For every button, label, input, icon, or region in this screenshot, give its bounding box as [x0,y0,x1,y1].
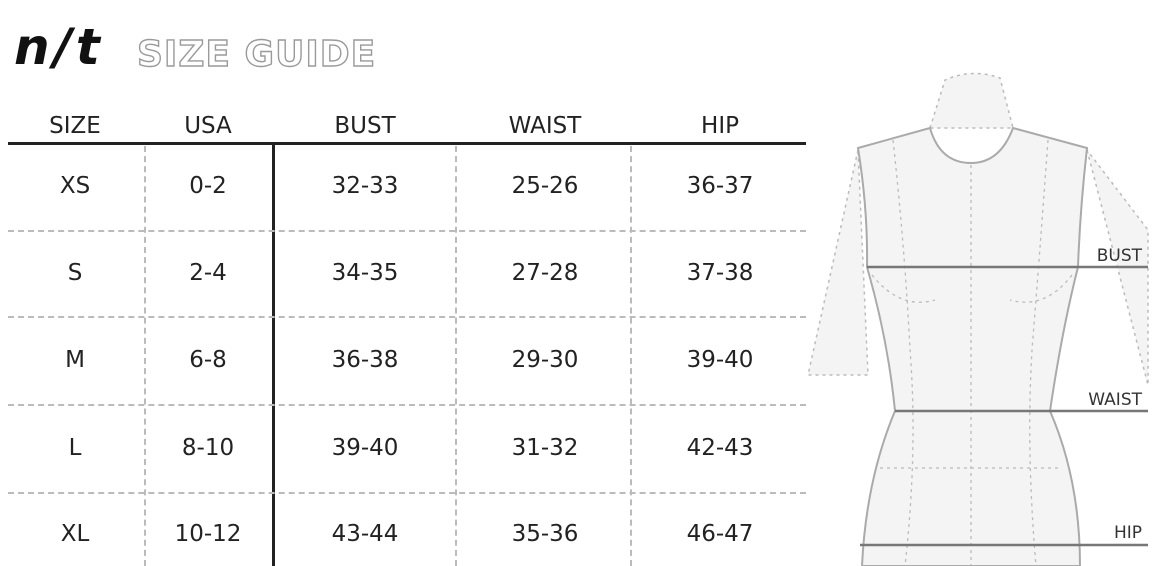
table-cell: L [68,435,82,461]
column-header: SIZE [49,113,101,139]
row-divider [8,404,806,406]
table-cell: 0-2 [189,173,227,199]
left-arm [807,149,869,376]
table-cell: 35-36 [511,521,579,547]
table-cell: 6-8 [189,347,227,373]
brand-logo: n/t [14,18,104,76]
table-cell: 10-12 [174,521,242,547]
row-divider [8,316,806,318]
row-divider [8,492,806,494]
table-cell: 36-37 [686,173,754,199]
waist-label: WAIST [1088,390,1142,410]
header-divider [8,142,806,145]
table-cell: M [65,347,85,373]
table-cell: 46-47 [686,521,754,547]
column-divider [630,146,632,566]
table-cell: 29-30 [511,347,579,373]
table-cell: 8-10 [181,435,235,461]
column-divider [455,146,457,566]
table-cell: 25-26 [511,173,579,199]
column-divider [272,144,275,566]
table-cell: 43-44 [331,521,399,547]
column-header: USA [184,113,232,139]
table-cell: S [67,260,83,286]
table-cell: XS [59,173,91,199]
hip-label: HIP [1113,523,1142,543]
row-divider [8,230,806,232]
table-cell: 32-33 [331,173,399,199]
column-divider [144,146,146,566]
table-cell: 36-38 [331,347,399,373]
torso [856,126,1089,566]
column-header: WAIST [508,113,582,139]
table-cell: 37-38 [686,260,754,286]
table-cell: XL [60,521,90,547]
column-header: HIP [701,113,739,139]
bust-label: BUST [1096,246,1142,266]
table-cell: 31-32 [511,435,579,461]
table-cell: 39-40 [686,347,754,373]
neck [928,72,1014,129]
table-cell: 27-28 [511,260,579,286]
table-cell: 34-35 [331,260,399,286]
table-cell: 39-40 [331,435,399,461]
page-title: SIZE GUIDE [136,33,377,75]
column-header: BUST [334,113,396,139]
table-cell: 2-4 [189,260,227,286]
table-cell: 42-43 [686,435,754,461]
